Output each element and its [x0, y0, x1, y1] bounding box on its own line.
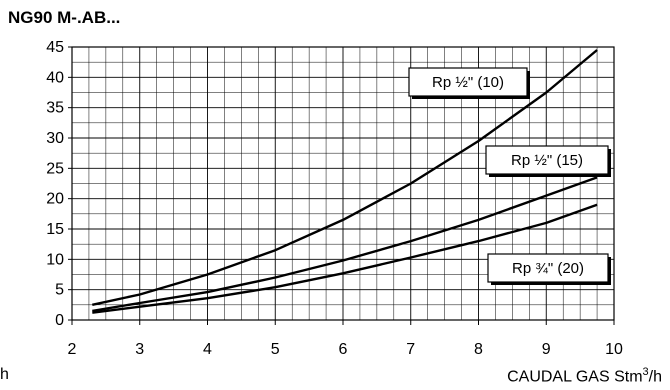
x-tick-label: 2 [68, 341, 77, 358]
x-tick-label: 10 [605, 341, 623, 358]
cropped-axis-label: h [0, 366, 9, 383]
chart-title: NG90 M-.AB... [8, 8, 121, 27]
series-label-text: Rp ½" (15) [511, 152, 583, 169]
y-tick-label: 35 [46, 100, 64, 117]
x-tick-label: 5 [271, 341, 280, 358]
x-tick-label: 6 [339, 341, 348, 358]
x-axis-label-suffix: /h [648, 368, 662, 386]
x-tick-label: 4 [203, 341, 212, 358]
y-tick-label: 40 [46, 69, 64, 86]
series-label-text: Rp ½" (10) [432, 74, 504, 91]
x-axis-label: CAUDAL GAS Stm3/h [507, 366, 662, 386]
y-tick-label: 15 [46, 221, 64, 238]
series-label-box [485, 145, 609, 175]
series-line-2 [92, 203, 598, 314]
x-tick-label: 9 [542, 341, 551, 358]
y-tick-label: 45 [46, 39, 64, 56]
x-tick-label: 7 [406, 341, 415, 358]
y-tick-label: 25 [46, 160, 64, 177]
y-tick-label: 0 [55, 312, 64, 329]
series-label-text: Rp ¾" (20) [512, 260, 584, 277]
series-label-box [408, 67, 528, 97]
x-axis-label-main: CAUDAL GAS Stm [507, 368, 643, 386]
x-tick-label: 8 [474, 341, 483, 358]
y-tick-label: 30 [46, 130, 64, 147]
y-tick-label: 20 [46, 191, 64, 208]
series-line-1 [92, 176, 598, 313]
y-tick-label: 10 [46, 251, 64, 268]
series-label-box [487, 253, 609, 283]
x-tick-label: 3 [135, 341, 144, 358]
series-line-0 [92, 49, 598, 306]
y-tick-label: 5 [55, 282, 64, 299]
x-axis-label-sup: 3 [642, 366, 649, 378]
